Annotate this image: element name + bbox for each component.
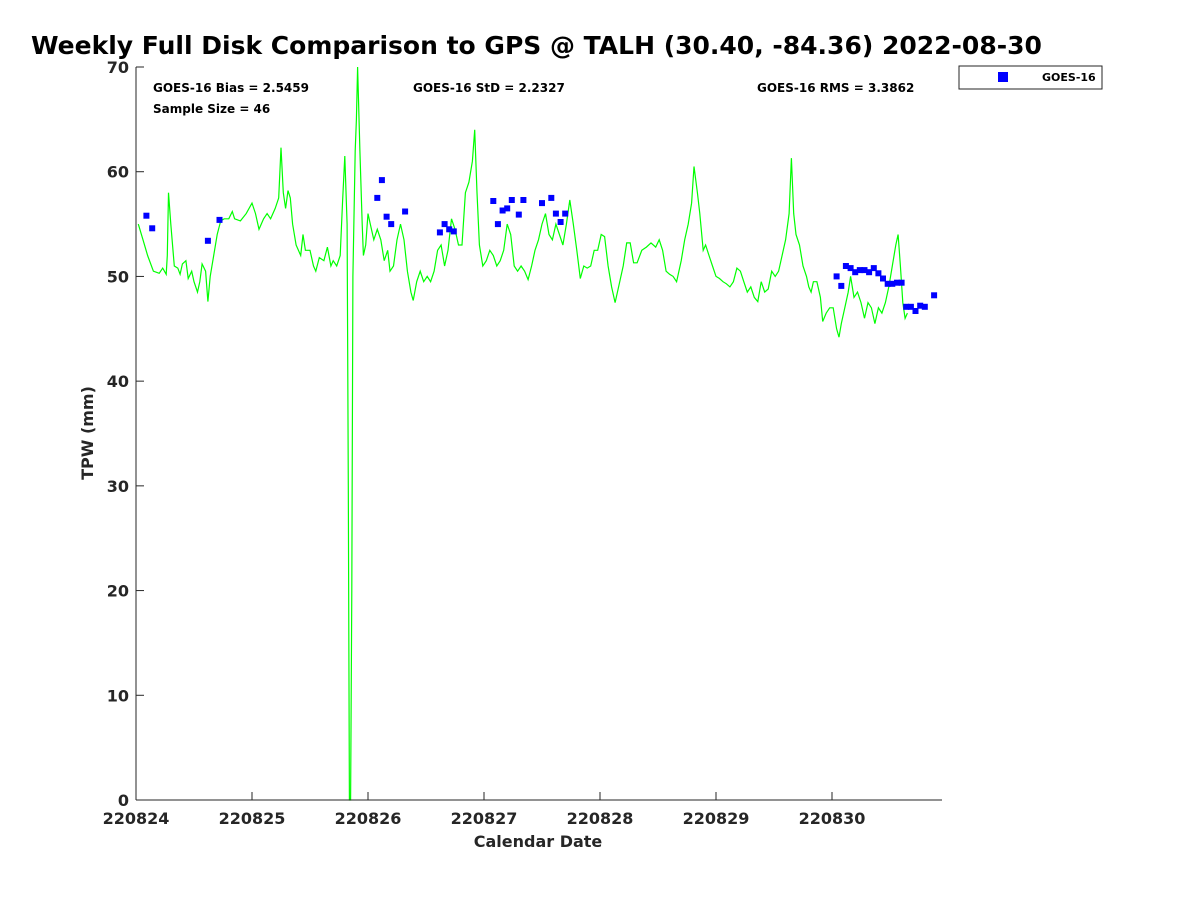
goes16-point bbox=[548, 194, 555, 201]
goes16-point bbox=[907, 303, 914, 310]
goes16-point bbox=[388, 221, 395, 228]
goes16-point bbox=[852, 269, 859, 276]
goes16-point bbox=[866, 269, 873, 276]
goes16-point bbox=[861, 267, 868, 274]
y-tick-label: 20 bbox=[107, 582, 129, 601]
goes16-point bbox=[842, 263, 849, 269]
bias-stat: GOES-16 Bias = 2.5459 bbox=[153, 81, 309, 95]
y-tick-label: 30 bbox=[107, 477, 129, 496]
goes16-point bbox=[216, 216, 223, 223]
goes16-point bbox=[921, 303, 928, 310]
legend-label-goes16: GOES-16 bbox=[1042, 71, 1096, 84]
goes16-point bbox=[450, 228, 457, 235]
goes16-point bbox=[894, 279, 900, 286]
goes16-point bbox=[374, 194, 381, 201]
y-tick-label: 0 bbox=[118, 791, 129, 810]
goes16-point bbox=[912, 308, 919, 314]
x-tick-label: 220826 bbox=[335, 809, 402, 828]
goes16-point bbox=[838, 282, 845, 289]
gps-line bbox=[137, 66, 908, 801]
axes bbox=[135, 67, 942, 801]
goes16-point bbox=[889, 280, 896, 287]
goes16-point bbox=[917, 302, 924, 309]
x-ticks: 220824 220825 220826 220827 220828 220829 2208… bbox=[103, 792, 866, 828]
goes16-point bbox=[539, 200, 545, 207]
x-tick-label: 220830 bbox=[799, 809, 866, 828]
goes16-point bbox=[847, 265, 854, 272]
goes16-point bbox=[552, 210, 559, 217]
goes16-point bbox=[898, 279, 905, 286]
x-tick-label: 220824 bbox=[103, 809, 170, 828]
goes16-point bbox=[378, 177, 385, 184]
goes16-point bbox=[520, 197, 527, 203]
goes16-point bbox=[383, 213, 390, 220]
x-tick-label: 220827 bbox=[451, 809, 518, 828]
chart-title: Weekly Full Disk Comparison to GPS @ TAL… bbox=[31, 31, 1042, 60]
legend-marker-goes16 bbox=[998, 72, 1008, 82]
goes16-point bbox=[856, 267, 863, 274]
goes16-point bbox=[833, 273, 840, 280]
goes16-point bbox=[441, 221, 448, 228]
legend: GOES-16 bbox=[958, 65, 1103, 90]
x-tick-label: 220825 bbox=[219, 809, 286, 828]
gps-series bbox=[137, 66, 908, 801]
goes16-point bbox=[880, 275, 886, 282]
goes16-point bbox=[562, 210, 569, 217]
goes16-point bbox=[557, 219, 564, 225]
goes16-point bbox=[494, 221, 501, 228]
plot-area bbox=[137, 66, 938, 801]
y-tick-label: 70 bbox=[107, 58, 129, 77]
goes16-point bbox=[931, 292, 938, 299]
goes16-point bbox=[143, 212, 150, 219]
goes16-point bbox=[515, 211, 522, 218]
goes16-point bbox=[884, 280, 891, 287]
goes16-point bbox=[504, 205, 511, 212]
x-axis-label: Calendar Date bbox=[474, 832, 603, 851]
x-tick-label: 220828 bbox=[567, 809, 634, 828]
goes16-point bbox=[149, 225, 156, 232]
goes16-point bbox=[446, 226, 453, 233]
y-tick-label: 10 bbox=[107, 686, 129, 705]
goes16-series bbox=[143, 177, 938, 314]
goes16-point bbox=[490, 198, 497, 204]
goes16-point bbox=[436, 229, 443, 236]
y-tick-label: 60 bbox=[107, 163, 129, 182]
std-stat: GOES-16 StD = 2.2327 bbox=[413, 81, 565, 95]
sample-size-stat: Sample Size = 46 bbox=[153, 102, 270, 116]
rms-stat: GOES-16 RMS = 3.3862 bbox=[757, 81, 914, 95]
y-tick-label: 40 bbox=[107, 372, 129, 391]
goes16-point bbox=[870, 265, 877, 272]
y-tick-label: 50 bbox=[107, 267, 129, 286]
goes16-point bbox=[402, 208, 409, 215]
y-ticks: 0 10 20 30 40 50 60 70 bbox=[107, 58, 144, 810]
goes16-point bbox=[508, 197, 515, 203]
x-tick-label: 220829 bbox=[683, 809, 750, 828]
goes16-point bbox=[903, 303, 910, 310]
goes16-point bbox=[499, 207, 506, 214]
y-axis-label: TPW (mm) bbox=[78, 386, 97, 480]
goes16-point bbox=[875, 270, 882, 277]
legend-box bbox=[958, 65, 1103, 90]
goes16-point bbox=[204, 237, 211, 244]
